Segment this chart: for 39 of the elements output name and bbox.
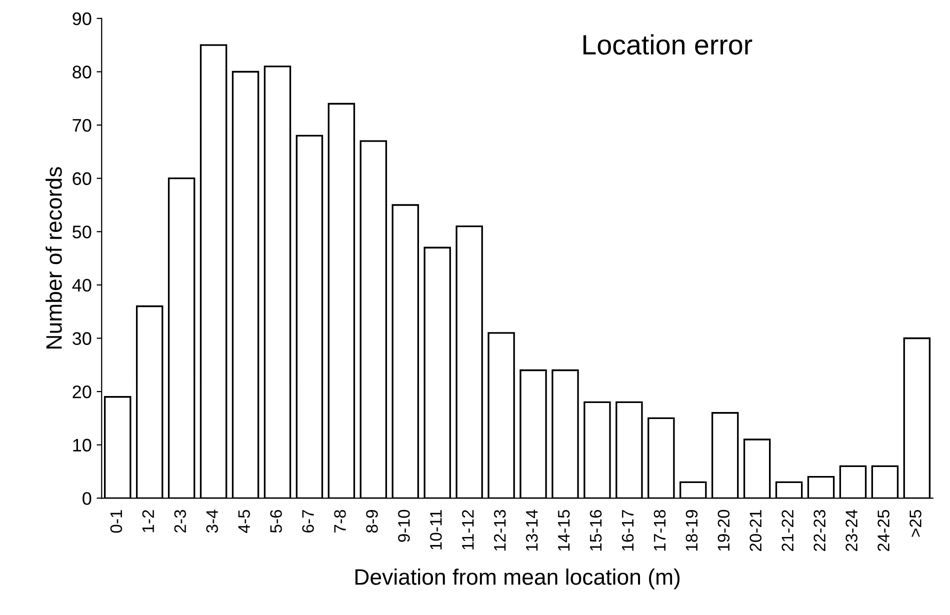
x-tick-label: 3-4 [206,510,218,533]
x-tick-label: 9-10 [398,510,410,542]
x-tick-label: >25 [910,510,922,537]
x-axis-title: Deviation from mean location (m) [355,568,680,590]
x-tick-label: 16-17 [622,510,634,551]
x-tick-label: 6-7 [302,510,314,532]
y-tick-label: 30 [72,332,92,345]
y-tick-label: 70 [72,118,92,132]
y-tick-label: 0 [82,492,92,505]
y-tick-label: 60 [72,172,92,186]
x-tick-label: 14-15 [558,510,570,551]
x-tick-label: 21-22 [782,510,794,552]
y-tick-label: 80 [72,66,92,78]
x-tick-label: 8-9 [366,510,378,533]
x-tick-label: 4-5 [238,510,250,533]
x-tick-label: 20-21 [750,510,762,552]
x-tick-label: 1-2 [142,510,154,532]
x-tick-label: 13-14 [526,510,538,551]
x-tick-label: 23-24 [846,510,858,552]
y-tick-label: 10 [73,438,92,452]
x-tick-label: 18-19 [686,510,698,551]
y-tick-label: 50 [72,226,92,238]
x-tick-label: 7-8 [334,510,346,532]
x-tick-label: 15-16 [590,510,602,551]
x-tick-label: 17-18 [654,510,666,551]
chart-title: Location error [583,34,752,55]
x-tick-label: 11-12 [462,510,474,550]
x-tick-label: 10-11 [430,510,442,550]
y-tick-label: 40 [72,278,92,292]
x-tick-label: 2-3 [174,510,186,533]
x-tick-label: 0-1 [110,510,122,533]
x-tick-label: 5-6 [270,510,282,533]
x-tick-label: 24-25 [878,510,890,552]
y-tick-label: 20 [72,385,92,398]
x-tick-label: 22-23 [814,510,826,552]
x-tick-label: 19-20 [718,510,730,551]
y-tick-label: 90 [72,12,92,26]
x-tick-label: 12-13 [494,510,506,551]
y-axis-title: Number of records [46,167,62,348]
